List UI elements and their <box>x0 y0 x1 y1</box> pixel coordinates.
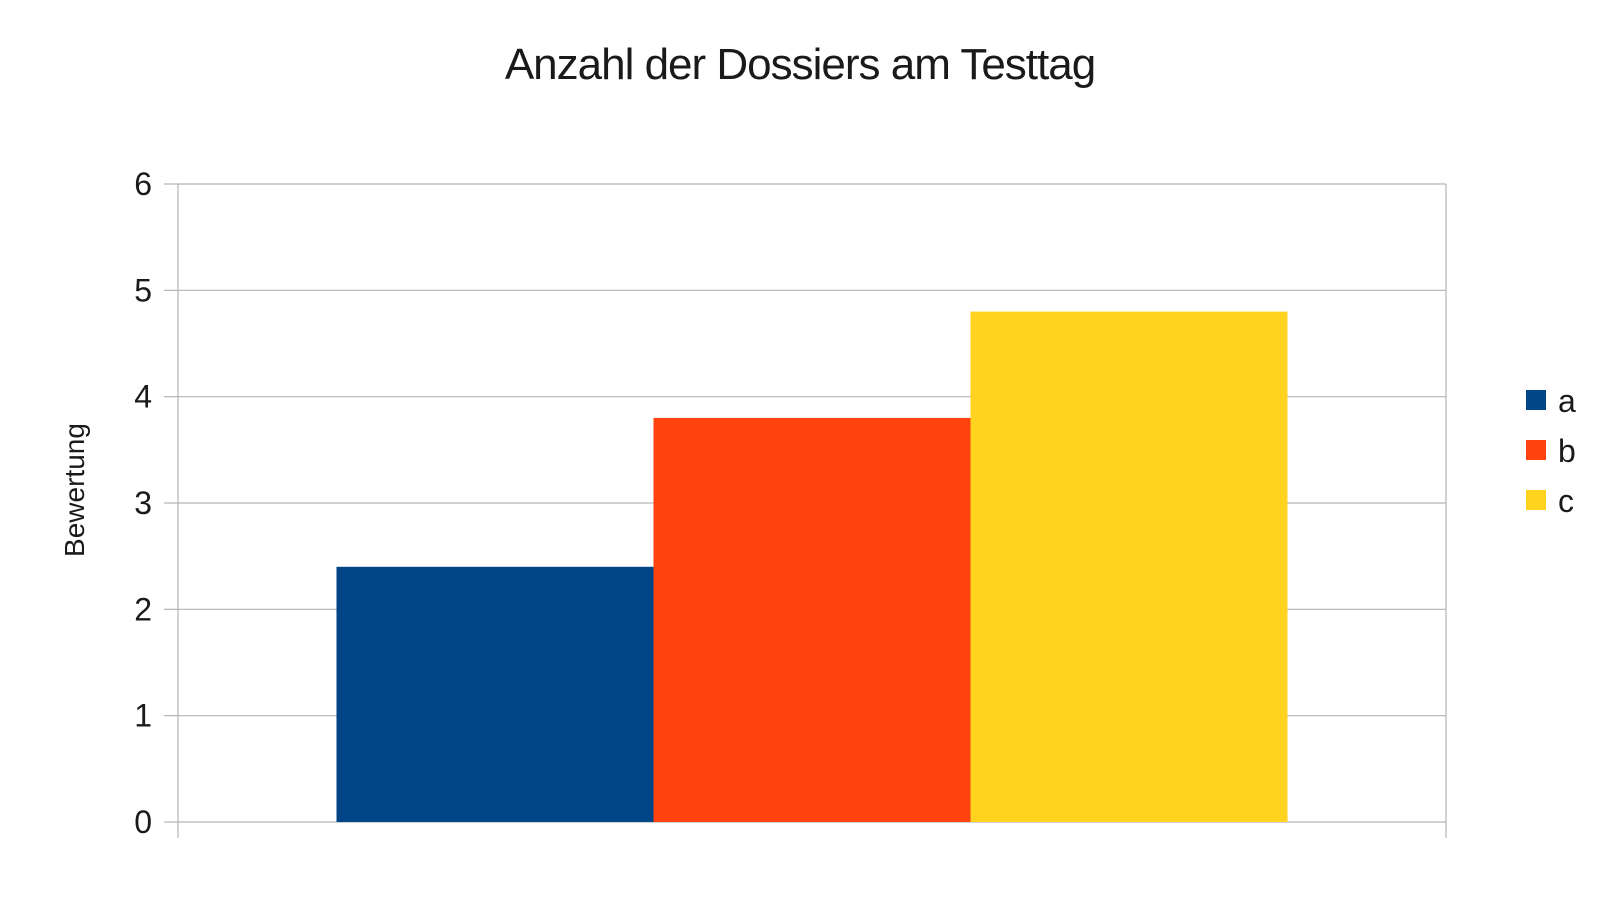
chart-title: Anzahl der Dossiers am Testtag <box>504 40 1096 89</box>
legend-label-c: c <box>1558 483 1574 519</box>
y-tick-label: 4 <box>134 379 152 415</box>
y-tick-label: 6 <box>134 166 152 202</box>
y-axis-label: Bewertung <box>59 423 90 557</box>
y-tick-label: 5 <box>134 272 152 308</box>
legend-label-a: a <box>1558 383 1576 419</box>
y-tick-label: 3 <box>134 485 152 521</box>
legend-swatch-c <box>1526 490 1546 510</box>
y-tick-label: 2 <box>134 591 152 627</box>
plot-frame <box>177 184 1447 838</box>
bar-a <box>336 566 654 822</box>
y-tick-label: 0 <box>134 804 152 840</box>
y-tick-label: 1 <box>134 698 152 734</box>
legend-label-b: b <box>1558 433 1576 469</box>
y-axis-label-group: Bewertung <box>59 423 90 557</box>
legend-swatch-a <box>1526 390 1546 410</box>
legend: abc <box>1526 383 1576 519</box>
bar-b <box>653 417 971 822</box>
legend-swatch-b <box>1526 440 1546 460</box>
y-axis-ticks: 0 1 2 3 4 5 6 <box>134 166 152 840</box>
bar-c <box>970 311 1288 822</box>
bars <box>336 311 1288 822</box>
